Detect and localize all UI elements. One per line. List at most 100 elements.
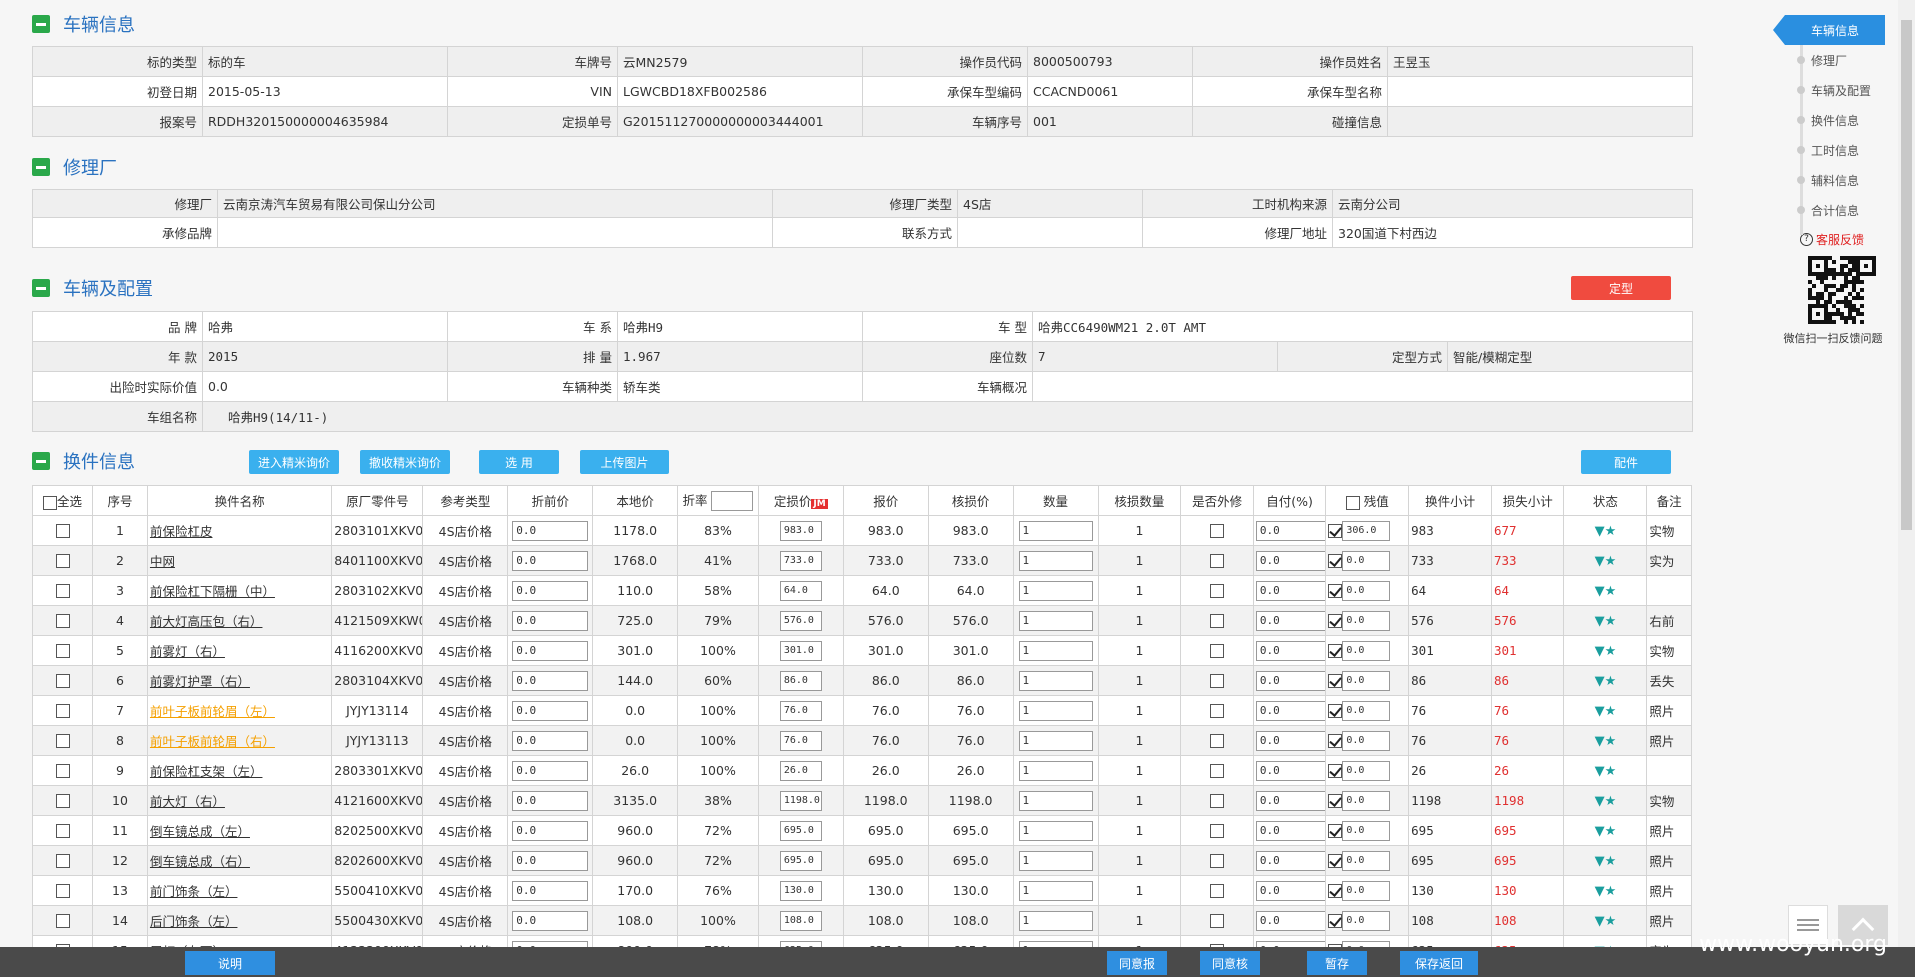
salvage-checkbox[interactable] (1328, 823, 1343, 838)
pre-discount-input[interactable]: 0.0 (512, 610, 589, 631)
row-checkbox[interactable] (55, 674, 70, 689)
part-name-link[interactable]: 前保险杠下隔栅（中） (146, 575, 333, 606)
row-select[interactable] (31, 785, 94, 816)
star-icon[interactable]: ★ (1604, 613, 1617, 629)
salvage-checkbox[interactable] (1328, 643, 1343, 658)
row-checkbox[interactable] (55, 554, 70, 569)
outsource-checkbox[interactable] (1210, 704, 1225, 719)
back-to-top-icon[interactable] (1838, 905, 1888, 945)
self-pay-input[interactable]: 0.0 (1255, 580, 1325, 601)
loss-price-input[interactable]: 695.0 (779, 820, 822, 841)
salvage-input[interactable]: 0.0 (1342, 910, 1391, 931)
remark[interactable]: 实为 (1646, 545, 1692, 576)
save-draft-button[interactable]: 暂存 (1307, 951, 1367, 975)
star-icon[interactable]: ★ (1604, 733, 1617, 749)
parts-button[interactable]: 配件 (1581, 450, 1671, 474)
row-checkbox[interactable] (55, 584, 70, 599)
row-checkbox[interactable] (55, 824, 70, 839)
nav-item-vehicle[interactable]: 车辆信息 (1773, 15, 1885, 45)
section-config-header[interactable]: 车辆及配置 (32, 275, 153, 301)
filter-icon[interactable]: ▼ (1594, 883, 1605, 899)
self-pay-input[interactable]: 0.0 (1255, 670, 1325, 691)
filter-icon[interactable]: ▼ (1594, 643, 1605, 659)
explain-button[interactable]: 说明 (185, 951, 275, 975)
salvage-checkbox[interactable] (1328, 583, 1343, 598)
outsource-checkbox[interactable] (1210, 614, 1225, 629)
row-checkbox[interactable] (55, 854, 70, 869)
remark[interactable]: 照片 (1646, 875, 1692, 906)
enter-inquiry-button[interactable]: 进入精米询价 (249, 450, 339, 474)
outsource-checkbox[interactable] (1210, 554, 1225, 569)
part-name-link[interactable]: 倒车镜总成（左） (146, 815, 333, 846)
save-return-button[interactable]: 保存返回 (1400, 951, 1478, 975)
self-pay-input[interactable]: 0.0 (1255, 910, 1325, 931)
collapse-icon[interactable] (32, 452, 50, 470)
salvage-checkbox[interactable] (1328, 883, 1343, 898)
remark[interactable]: 实物 (1646, 635, 1692, 666)
remark[interactable]: 照片 (1646, 845, 1692, 876)
define-model-button[interactable]: 定型 (1571, 276, 1671, 300)
salvage-all-checkbox[interactable] (1345, 495, 1360, 510)
remark[interactable]: 实物 (1646, 515, 1692, 546)
remark[interactable] (1646, 575, 1692, 606)
star-icon[interactable]: ★ (1604, 523, 1617, 539)
loss-price-input[interactable]: 576.0 (779, 610, 822, 631)
self-pay-input[interactable]: 0.0 (1255, 790, 1325, 811)
part-name-link[interactable]: 前保险杠支架（左） (146, 755, 333, 786)
part-name-link[interactable]: 前大灯高压包（右） (146, 605, 333, 636)
remark[interactable]: 照片 (1646, 725, 1692, 756)
salvage-input[interactable]: 0.0 (1342, 880, 1391, 901)
collapse-icon[interactable] (32, 15, 50, 33)
qty-input[interactable]: 1 (1018, 640, 1093, 661)
salvage-input[interactable]: 0.0 (1342, 850, 1391, 871)
outsource-checkbox[interactable] (1210, 854, 1225, 869)
part-name-link[interactable]: 前叶子板前轮眉（左） (146, 695, 333, 726)
self-pay-input[interactable]: 0.0 (1255, 550, 1325, 571)
vertical-scrollbar[interactable] (1898, 0, 1915, 947)
filter-icon[interactable]: ▼ (1594, 613, 1605, 629)
filter-icon[interactable]: ▼ (1594, 523, 1605, 539)
star-icon[interactable]: ★ (1604, 883, 1617, 899)
select-all-checkbox[interactable] (43, 495, 58, 510)
qty-input[interactable]: 1 (1018, 700, 1093, 721)
filter-icon[interactable]: ▼ (1594, 733, 1605, 749)
star-icon[interactable]: ★ (1604, 763, 1617, 779)
filter-icon[interactable]: ▼ (1594, 793, 1605, 809)
remark[interactable]: 右前 (1646, 605, 1692, 636)
nav-item-4[interactable]: 工时信息 (1773, 135, 1893, 165)
row-select[interactable] (31, 905, 94, 936)
qty-input[interactable]: 1 (1018, 610, 1093, 631)
pre-discount-input[interactable]: 0.0 (512, 820, 589, 841)
row-select[interactable] (31, 845, 94, 876)
salvage-input[interactable]: 0.0 (1342, 610, 1391, 631)
row-select[interactable] (31, 575, 94, 606)
pre-discount-input[interactable]: 0.0 (512, 790, 589, 811)
row-checkbox[interactable] (55, 704, 70, 719)
section-parts-header[interactable]: 换件信息 (32, 448, 135, 474)
list-icon[interactable] (1788, 905, 1828, 945)
salvage-input[interactable]: 0.0 (1342, 550, 1391, 571)
salvage-input[interactable]: 0.0 (1342, 820, 1391, 841)
row-select[interactable] (31, 875, 94, 906)
loss-price-input[interactable]: 733.0 (779, 550, 822, 571)
filter-icon[interactable]: ▼ (1594, 553, 1605, 569)
scrollbar-thumb[interactable] (1901, 20, 1912, 530)
remark[interactable]: 丢失 (1646, 665, 1692, 696)
pre-discount-input[interactable]: 0.0 (512, 580, 589, 601)
loss-price-input[interactable]: 301.0 (779, 640, 822, 661)
qty-input[interactable]: 1 (1018, 790, 1093, 811)
part-name-link[interactable]: 前雾灯（右） (146, 635, 333, 666)
pre-discount-input[interactable]: 0.0 (512, 760, 589, 781)
outsource-checkbox[interactable] (1210, 914, 1225, 929)
collapse-icon[interactable] (32, 279, 50, 297)
qty-input[interactable]: 1 (1018, 670, 1093, 691)
filter-icon[interactable]: ▼ (1594, 853, 1605, 869)
salvage-checkbox[interactable] (1328, 703, 1343, 718)
outsource-checkbox[interactable] (1210, 524, 1225, 539)
row-select[interactable] (31, 635, 94, 666)
salvage-checkbox[interactable] (1328, 523, 1343, 538)
discount-input[interactable] (711, 491, 754, 512)
qty-input[interactable]: 1 (1018, 520, 1093, 541)
self-pay-input[interactable]: 0.0 (1255, 640, 1325, 661)
salvage-checkbox[interactable] (1328, 913, 1343, 928)
